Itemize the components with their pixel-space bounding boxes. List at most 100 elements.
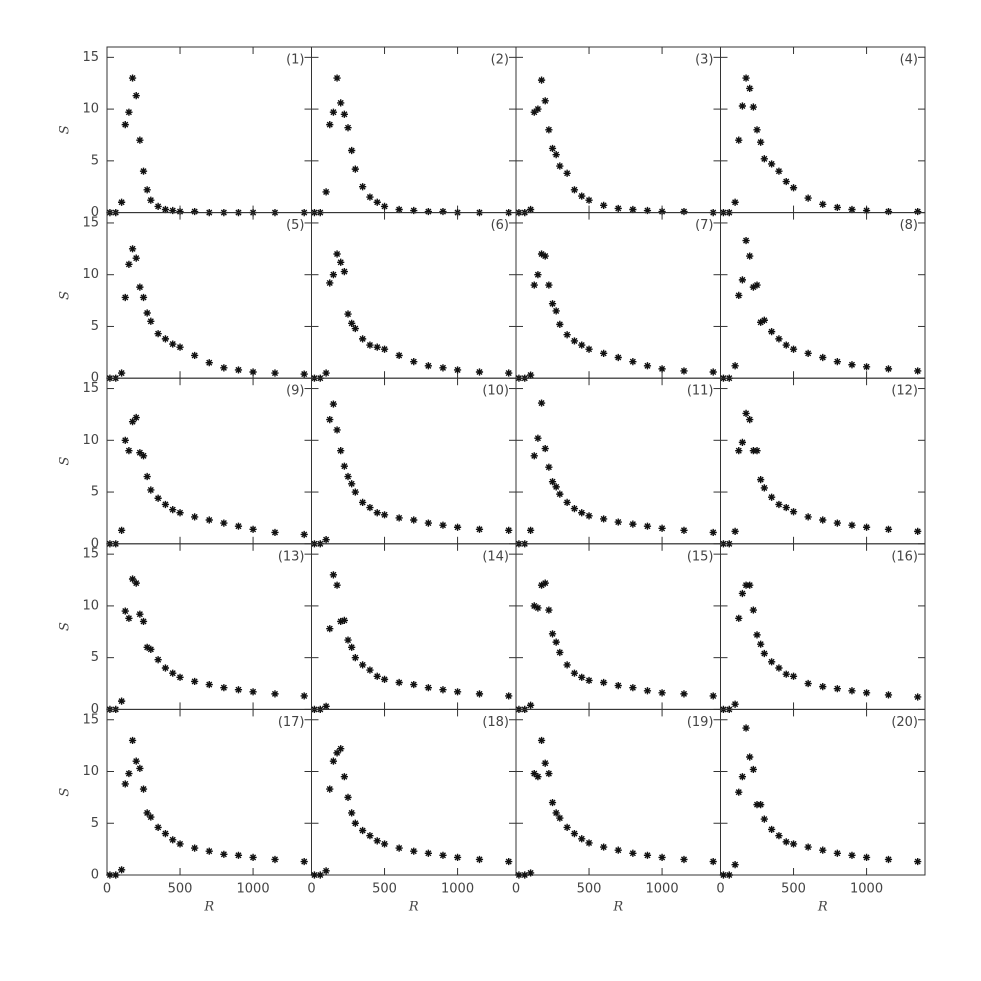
data-point <box>680 367 688 375</box>
data-point <box>527 701 535 709</box>
data-point <box>629 849 637 857</box>
panel-annotation: (14) <box>482 549 509 564</box>
data-point <box>757 318 765 326</box>
data-point <box>310 871 319 879</box>
data-point <box>742 581 750 589</box>
data-point <box>348 319 356 327</box>
y-tick-label: 15 <box>82 381 99 396</box>
data-point <box>735 447 743 455</box>
data-point <box>545 769 553 778</box>
data-point <box>132 254 140 262</box>
data-point <box>819 200 827 208</box>
panel-annotation: (18) <box>482 715 509 730</box>
data-point <box>125 447 133 455</box>
data-point <box>329 400 338 408</box>
data-point <box>563 169 571 177</box>
data-point <box>271 528 279 537</box>
data-point <box>515 871 523 879</box>
data-point <box>351 654 359 662</box>
data-point <box>329 108 338 116</box>
data-point <box>614 204 622 213</box>
y-tick-label: 5 <box>91 319 99 334</box>
panel-annotation: (1) <box>286 53 304 68</box>
data-point <box>643 206 652 215</box>
panel-frame <box>311 46 517 214</box>
data-point <box>680 526 688 534</box>
data-point <box>629 684 637 692</box>
data-point <box>548 300 557 308</box>
panel-annotation: (13) <box>278 549 305 564</box>
data-point <box>884 207 893 216</box>
data-point <box>121 780 129 788</box>
data-point <box>643 522 652 530</box>
data-point <box>191 207 199 216</box>
data-point <box>340 110 348 118</box>
x-tick-label: 500 <box>577 882 602 897</box>
y-tick-label: 15 <box>82 712 99 727</box>
data-point <box>789 840 798 848</box>
data-point <box>300 370 308 378</box>
data-point <box>629 358 637 366</box>
data-point <box>475 525 484 533</box>
data-point <box>768 825 776 834</box>
data-point <box>373 672 381 680</box>
data-point <box>410 206 418 215</box>
y-axis-label: S <box>58 456 73 465</box>
data-point <box>205 359 213 367</box>
panel-annotation: (5) <box>286 218 304 233</box>
data-point <box>220 519 228 527</box>
data-point <box>884 525 893 533</box>
data-point <box>366 193 374 201</box>
data-point <box>570 505 579 513</box>
data-point <box>709 857 717 866</box>
data-point <box>709 368 717 376</box>
data-point <box>505 369 513 377</box>
data-point <box>249 853 257 862</box>
y-tick-label: 0 <box>91 868 99 883</box>
data-point <box>300 530 308 539</box>
data-point <box>439 686 447 694</box>
data-point <box>775 335 783 343</box>
y-tick-label: 10 <box>82 102 99 117</box>
data-point <box>395 678 403 687</box>
y-tick-label: 0 <box>91 371 99 386</box>
data-point <box>395 205 403 214</box>
data-point <box>161 205 170 214</box>
panel-annotation: (7) <box>695 218 713 233</box>
data-point <box>658 853 666 862</box>
y-tick-label: 10 <box>82 433 99 448</box>
data-point <box>530 452 538 460</box>
data-point <box>128 736 137 745</box>
x-axis-label: R <box>408 900 419 915</box>
y-tick-label: 15 <box>82 547 99 562</box>
panel-annotation: (9) <box>286 384 304 399</box>
data-point <box>169 669 177 677</box>
data-point <box>658 524 666 532</box>
data-point <box>348 480 356 488</box>
x-tick-label: 1000 <box>441 882 474 897</box>
data-point <box>742 236 750 245</box>
data-point <box>326 625 334 633</box>
panel-annotation: (3) <box>695 53 713 68</box>
data-point <box>735 788 743 796</box>
data-point <box>760 484 768 492</box>
data-point <box>348 809 356 817</box>
data-point <box>833 849 841 857</box>
data-point <box>530 769 538 778</box>
data-point <box>128 418 137 426</box>
data-point <box>410 358 418 366</box>
data-point <box>914 693 922 701</box>
data-point <box>249 525 257 533</box>
data-point <box>340 462 348 470</box>
data-point <box>169 506 177 514</box>
data-point <box>742 724 750 732</box>
data-point <box>709 528 717 537</box>
data-point <box>746 416 754 424</box>
data-point <box>530 108 538 116</box>
data-point <box>753 126 761 134</box>
data-point <box>552 809 560 817</box>
data-point <box>147 645 155 653</box>
panel-annotation: (6) <box>491 218 509 233</box>
data-point <box>351 165 359 173</box>
data-point <box>132 579 140 587</box>
